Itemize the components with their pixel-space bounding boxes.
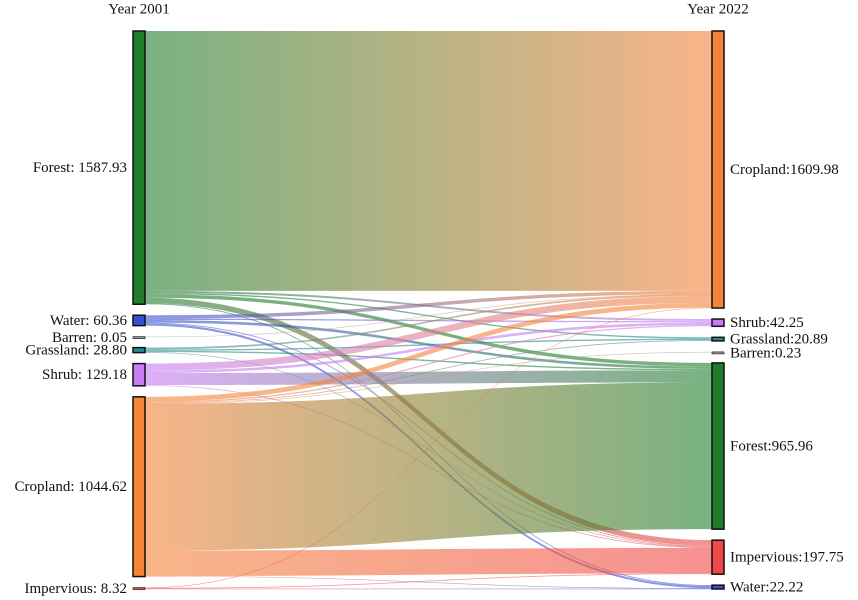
node: [132, 346, 146, 354]
node: [711, 539, 725, 575]
node: [132, 314, 146, 327]
node-label: Impervious:197.75: [730, 550, 844, 566]
flow: [145, 338, 712, 351]
flow: [145, 370, 712, 386]
node: [711, 336, 725, 342]
node: [132, 587, 146, 590]
node-label: Forest: 1587.93: [33, 160, 127, 176]
node-label: Barren: 0.05: [52, 330, 127, 346]
flow: [145, 294, 712, 338]
node-label: Water:22.22: [730, 580, 803, 596]
node-label: Shrub:42.25: [730, 315, 804, 331]
node: [711, 30, 725, 309]
node: [132, 30, 146, 305]
flow: [145, 547, 712, 577]
flow: [145, 318, 712, 323]
node: [711, 318, 725, 328]
flow: [145, 302, 712, 402]
node-label: Barren:0.23: [730, 345, 801, 361]
flow: [145, 573, 712, 589]
links: [145, 31, 712, 590]
flow: [145, 295, 712, 371]
flow: [145, 31, 712, 291]
node: [711, 584, 725, 590]
node-label: Grassland:20.89: [730, 332, 828, 348]
node-label: Grassland: 28.80: [25, 343, 127, 359]
node-label: Water: 60.36: [50, 313, 128, 329]
node: [132, 396, 146, 578]
node: [711, 362, 725, 530]
flow: [145, 588, 712, 590]
node: [132, 362, 146, 387]
node-label: Shrub: 129.18: [42, 367, 127, 383]
node-label: Cropland:1609.98: [730, 162, 839, 178]
flow: [145, 350, 712, 371]
node-label: Cropland: 1044.62: [15, 479, 128, 495]
flow: [145, 576, 712, 589]
node: [711, 351, 725, 355]
flow: [145, 351, 712, 405]
flow: [145, 290, 712, 319]
column-title: Year 2022: [687, 1, 748, 17]
column-title: Year 2001: [108, 1, 169, 17]
flow: [145, 382, 712, 551]
node: [132, 336, 146, 339]
flow: [145, 322, 712, 374]
flow: [145, 294, 712, 350]
node-label: Forest:965.96: [730, 438, 813, 454]
flow: [145, 325, 712, 403]
flow: [145, 340, 712, 404]
node-label: Impervious: 8.32: [25, 581, 128, 597]
flow: [145, 307, 712, 589]
